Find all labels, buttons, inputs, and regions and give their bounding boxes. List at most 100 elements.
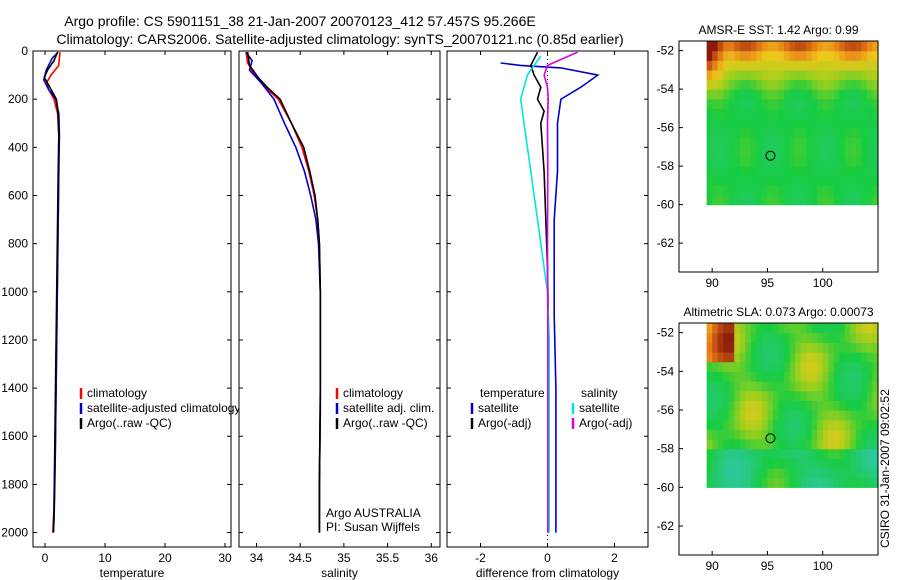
heatmap-cell [778, 166, 785, 177]
heatmap-cell [717, 419, 724, 430]
heatmap-cell [706, 400, 713, 411]
heatmap-cell [712, 41, 719, 52]
heatmap-cell [767, 361, 774, 372]
heatmap-cell [739, 79, 746, 90]
heatmap-cell [778, 477, 785, 488]
heatmap-cell [822, 429, 829, 440]
y-tick-label: -52 [657, 44, 675, 58]
heatmap-cell [828, 166, 835, 177]
heatmap-cell [817, 89, 824, 100]
heatmap-cell [723, 419, 730, 430]
heatmap-cell [800, 458, 807, 469]
heatmap-cell [756, 127, 763, 138]
heatmap-cell [778, 448, 785, 459]
heatmap-cell [866, 477, 874, 488]
heatmap-cell [745, 108, 752, 119]
y-tick-label: -56 [657, 403, 675, 417]
heatmap-cell [723, 146, 730, 158]
heatmap-cell [728, 458, 735, 469]
heatmap-cell [723, 448, 730, 459]
heatmap-cell [778, 69, 785, 81]
heatmap-cell [811, 79, 818, 90]
heatmap-cell [772, 98, 780, 109]
heatmap-cell [750, 410, 757, 421]
heatmap-cell [761, 41, 769, 52]
title-line-2: Climatology: CARS2006. Satellite-adjuste… [56, 31, 623, 47]
heatmap-cell [828, 371, 835, 382]
heatmap-cell [850, 108, 857, 119]
heatmap-cell [833, 448, 840, 459]
heatmap-cell [833, 41, 840, 52]
heatmap-cell [822, 342, 829, 353]
heatmap-cell [850, 175, 857, 186]
heatmap-cell [712, 381, 719, 392]
heatmap-cell [855, 127, 863, 138]
heatmap-cell [723, 79, 730, 90]
heatmap-cell [806, 41, 813, 52]
heatmap-cell [861, 352, 868, 363]
heatmap-cell [756, 50, 763, 61]
heatmap-cell [750, 381, 757, 392]
heatmap-cell [789, 79, 796, 90]
heatmap-cell [706, 98, 713, 109]
heatmap-cell [855, 166, 863, 177]
heatmap-cell [712, 127, 719, 138]
heatmap-cell [750, 118, 757, 129]
heatmap-cell [772, 410, 780, 421]
heatmap-cell [844, 60, 851, 71]
heatmap-cell [767, 332, 774, 343]
heatmap-cell [817, 419, 824, 430]
heatmap-cell [817, 352, 824, 363]
heatmap-cell [728, 146, 735, 158]
heatmap-cell [778, 108, 785, 119]
heatmap-cell [800, 41, 807, 52]
heatmap-cell [750, 89, 757, 100]
heatmap-cell [822, 371, 829, 382]
heatmap-cell [750, 352, 757, 363]
heatmap-cell [855, 419, 863, 430]
heatmap-cell [728, 361, 735, 372]
heatmap-cell [844, 79, 851, 90]
heatmap-cell [795, 185, 802, 196]
heatmap-cell [745, 175, 752, 186]
heatmap-cell [750, 390, 757, 401]
heatmap-cell [855, 156, 863, 167]
map-title: Altimetric SLA: 0.073 Argo: 0.00073 [683, 305, 873, 319]
heatmap-cell [806, 323, 813, 334]
heatmap-cell [712, 419, 719, 430]
heatmap-cell [750, 439, 757, 450]
heatmap-cell [828, 458, 835, 469]
heatmap-cell [789, 468, 796, 479]
heatmap-cell [817, 448, 824, 459]
heatmap-cell [795, 41, 802, 52]
heatmap-cell [795, 50, 802, 61]
heatmap-cell [745, 352, 752, 363]
x-tick-label: 34 [250, 551, 264, 565]
heatmap-cell [800, 332, 807, 343]
legend-label: satellite [579, 401, 620, 415]
heatmap-cell [712, 429, 719, 440]
heatmap-cell [817, 477, 824, 488]
heatmap-cell [734, 448, 741, 459]
heatmap-cell [872, 98, 879, 109]
heatmap-cell [850, 429, 857, 440]
heatmap-cell [784, 390, 791, 401]
heatmap-cell [844, 419, 851, 430]
heatmap-cell [811, 195, 818, 206]
heatmap-cell [767, 127, 774, 138]
heatmap-cell [784, 89, 791, 100]
heatmap-cell [723, 166, 730, 177]
heatmap-cell [844, 342, 851, 353]
heatmap-cell [739, 390, 746, 401]
heatmap-cell [806, 118, 813, 129]
heatmap-cell [717, 98, 724, 109]
heatmap-cell [806, 195, 813, 206]
y-tick-label: 600 [8, 188, 28, 202]
heatmap-cell [767, 390, 774, 401]
heatmap-cell [806, 98, 813, 109]
heatmap-cell [806, 352, 813, 363]
heatmap-cell [789, 323, 796, 334]
heatmap-cell [778, 390, 785, 401]
heatmap-cell [872, 323, 879, 334]
heatmap-cell [839, 98, 846, 109]
